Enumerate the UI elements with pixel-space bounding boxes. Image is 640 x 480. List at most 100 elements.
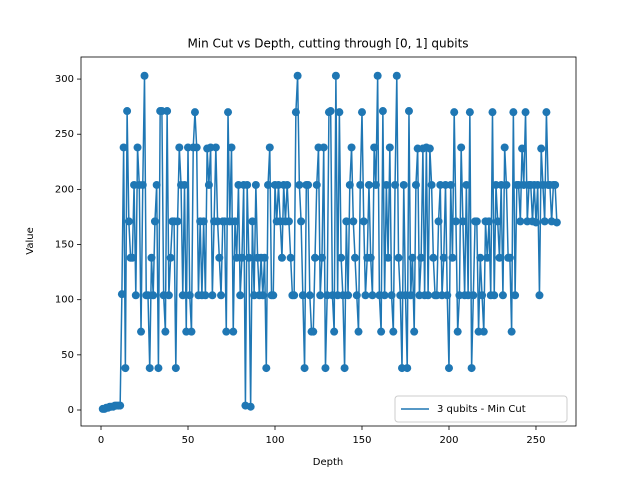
data-point — [152, 180, 161, 189]
data-point — [300, 364, 309, 373]
data-point — [133, 143, 142, 152]
data-point — [551, 180, 560, 189]
data-point — [364, 180, 373, 189]
data-point — [357, 108, 366, 117]
data-point — [217, 291, 226, 300]
data-point — [349, 217, 358, 226]
data-point — [164, 291, 173, 300]
data-point — [286, 253, 295, 262]
data-point — [366, 253, 375, 262]
data-point — [540, 217, 549, 226]
data-point — [237, 253, 246, 262]
data-point — [406, 291, 415, 300]
data-point — [443, 291, 452, 300]
data-point — [451, 217, 460, 226]
data-point — [309, 327, 318, 336]
x-axis-label: Depth — [313, 457, 343, 468]
data-point — [290, 291, 299, 300]
data-point — [488, 108, 497, 117]
data-point — [175, 143, 184, 152]
data-point — [434, 217, 443, 226]
data-point — [243, 180, 252, 189]
y-tick-label: 150 — [55, 240, 74, 251]
data-point — [361, 291, 370, 300]
data-point — [166, 253, 175, 262]
legend-box — [394, 395, 568, 423]
data-point — [173, 217, 182, 226]
data-point — [161, 327, 170, 336]
data-point — [246, 402, 255, 411]
data-point — [335, 108, 344, 117]
data-point — [485, 217, 494, 226]
data-point — [199, 217, 208, 226]
data-point — [479, 327, 488, 336]
data-point — [187, 327, 196, 336]
data-point — [354, 327, 363, 336]
data-point — [149, 291, 158, 300]
data-point — [244, 253, 253, 262]
data-point — [283, 180, 292, 189]
data-point — [305, 291, 314, 300]
data-point — [457, 143, 466, 152]
data-point — [260, 253, 269, 262]
data-point — [493, 217, 502, 226]
data-point — [284, 217, 293, 226]
series — [98, 71, 561, 413]
y-tick-label: 200 — [55, 184, 74, 195]
x-tick-label: 150 — [352, 435, 371, 446]
data-point — [408, 253, 417, 262]
data-point — [251, 180, 260, 189]
data-point — [140, 71, 149, 80]
data-point — [145, 364, 154, 373]
y-tick-label: 50 — [61, 350, 74, 361]
data-point — [311, 253, 320, 262]
data-point — [227, 143, 236, 152]
data-point — [128, 253, 137, 262]
data-point — [347, 143, 356, 152]
data-point — [389, 327, 398, 336]
data-point — [178, 291, 187, 300]
data-point — [330, 327, 339, 336]
data-point — [319, 143, 328, 152]
data-point — [337, 253, 346, 262]
x-tick-label: 100 — [265, 435, 284, 446]
data-point — [467, 364, 476, 373]
data-point — [505, 253, 514, 262]
data-point — [476, 253, 485, 262]
data-point — [211, 143, 220, 152]
y-tick-label: 250 — [55, 129, 74, 140]
data-point — [147, 253, 156, 262]
data-point — [119, 143, 128, 152]
data-point — [371, 180, 380, 189]
data-point — [131, 291, 140, 300]
data-point — [425, 144, 434, 153]
data-point — [391, 180, 400, 189]
data-point — [312, 180, 321, 189]
data-point — [208, 291, 217, 300]
data-point — [377, 327, 386, 336]
data-point — [465, 108, 474, 117]
data-point — [317, 253, 326, 262]
data-point — [516, 217, 525, 226]
data-point — [269, 291, 278, 300]
x-tick-label: 200 — [439, 435, 458, 446]
data-point — [215, 253, 224, 262]
data-point — [204, 180, 213, 189]
data-point — [521, 108, 530, 117]
data-point — [495, 253, 504, 262]
data-point — [163, 107, 172, 116]
data-point — [117, 290, 126, 299]
legend: 3 qubits - Min Cut — [394, 395, 568, 423]
data-point — [417, 253, 426, 262]
data-point — [478, 291, 487, 300]
data-point — [236, 291, 245, 300]
data-point — [370, 143, 379, 152]
data-point — [458, 217, 467, 226]
data-point — [124, 217, 133, 226]
data-point — [222, 327, 231, 336]
data-point — [448, 253, 457, 262]
data-point — [368, 291, 377, 300]
data-point — [230, 217, 239, 226]
data-point — [444, 364, 453, 373]
data-point — [392, 71, 401, 80]
